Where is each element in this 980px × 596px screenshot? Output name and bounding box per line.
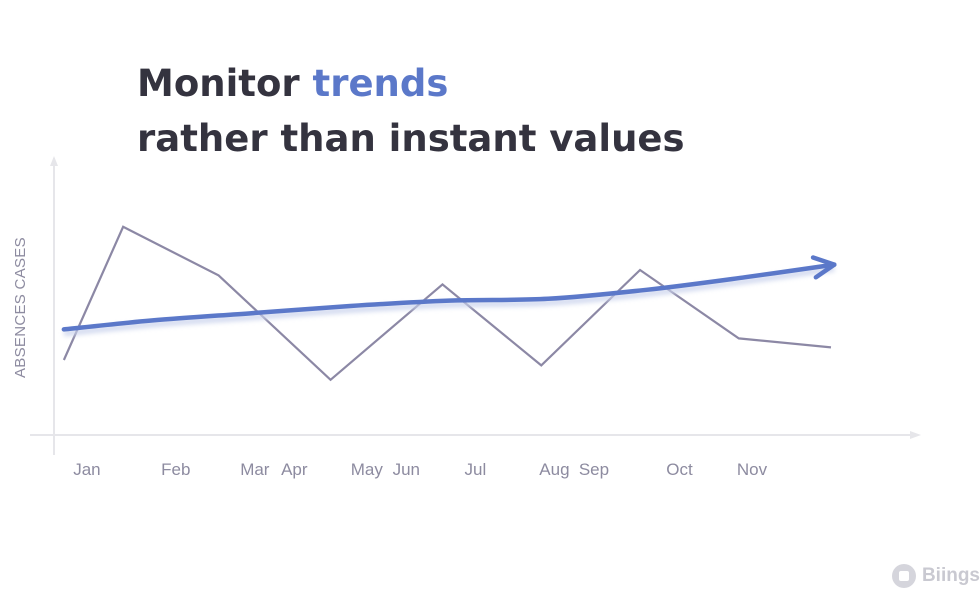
x-tick-oct: Oct	[666, 460, 693, 479]
series-raw-line	[62, 225, 832, 382]
x-tick-apr: Apr	[281, 460, 308, 479]
x-tick-aug: Aug	[539, 460, 569, 479]
x-tick-may: May	[351, 460, 384, 479]
brand-name: Biings	[921, 565, 980, 586]
y-axis-label: ABSENCES CASES	[12, 237, 29, 378]
page-title: Monitor trends rather than instant value…	[137, 56, 685, 166]
x-tick-jan: Jan	[73, 460, 100, 479]
series-trend-line	[61, 262, 837, 332]
brand-logo: Biings	[891, 564, 980, 588]
biings-logo-icon	[891, 564, 916, 588]
x-tick-jun: Jun	[393, 460, 420, 479]
title-prefix: Monitor	[137, 62, 300, 105]
x-tick-feb: Feb	[161, 460, 190, 479]
title-accent: trends	[312, 62, 449, 105]
x-tick-sep: Sep	[579, 460, 609, 479]
x-tick-nov: Nov	[737, 460, 768, 479]
x-tick-labels: Jan Feb Mar Apr May Jun Jul Aug Sep Oct Nov	[73, 460, 767, 479]
series-group	[61, 225, 837, 382]
y-axis-arrow	[50, 156, 58, 166]
trend-arrow-head	[810, 255, 837, 280]
x-tick-jul: Jul	[465, 460, 487, 479]
x-tick-mar: Mar	[240, 460, 270, 479]
x-axis-arrow	[910, 431, 921, 439]
title-line-2: rather than instant values	[137, 117, 685, 160]
series-trend-shadow	[63, 265, 835, 337]
